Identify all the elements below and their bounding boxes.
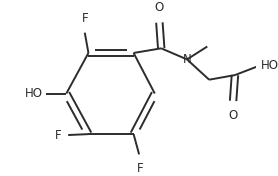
Text: O: O — [229, 109, 238, 122]
Text: HO: HO — [261, 59, 278, 72]
Text: N: N — [183, 53, 191, 66]
Text: F: F — [55, 128, 62, 142]
Text: F: F — [81, 12, 88, 25]
Text: F: F — [137, 162, 143, 175]
Text: O: O — [155, 1, 164, 14]
Text: HO: HO — [25, 87, 43, 100]
